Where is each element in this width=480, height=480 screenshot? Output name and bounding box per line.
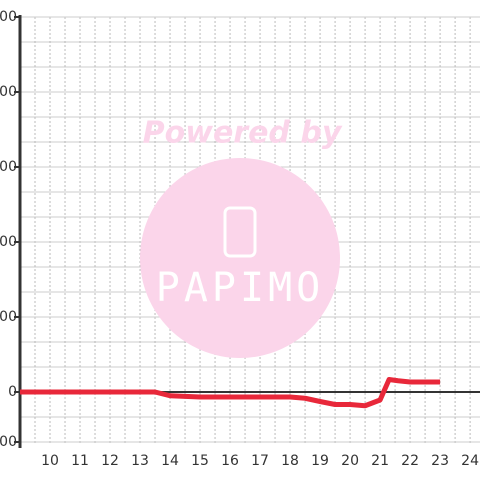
x-tick-label: 21 [371, 453, 389, 469]
watermark-circle [140, 158, 340, 358]
y-tick-label: 60,000 [0, 234, 17, 250]
x-tick-label: 24 [461, 453, 479, 469]
x-tick-label: 11 [71, 453, 89, 469]
x-tick-label: 19 [311, 453, 329, 469]
y-tick-label: 150,000 [0, 9, 17, 25]
y-tick-label: 90,000 [0, 159, 17, 175]
watermark: Powered by PAPIMO [140, 116, 343, 358]
data-line [20, 377, 441, 409]
x-tick-label: 23 [431, 453, 449, 469]
x-tick-label: 14 [161, 453, 179, 469]
y-tick-label: -20,000 [0, 434, 17, 450]
x-tick-label: 20 [341, 453, 359, 469]
watermark-logo: PAPIMO [156, 265, 325, 311]
x-tick-label: 10 [41, 453, 59, 469]
watermark-title: Powered by [143, 116, 343, 151]
watermark-icon [223, 206, 257, 258]
y-tick-label: 0 [8, 384, 17, 400]
y-tick-label: 120,000 [0, 84, 17, 100]
x-tick-label: 15 [191, 453, 209, 469]
x-tick-label: 18 [281, 453, 299, 469]
x-tick-label: 13 [131, 453, 149, 469]
y-tick-label: 30,000 [0, 309, 17, 325]
x-tick-label: 16 [221, 453, 239, 469]
x-tick-label: 22 [401, 453, 419, 469]
x-tick-label: 17 [251, 453, 269, 469]
x-tick-label: 12 [101, 453, 119, 469]
